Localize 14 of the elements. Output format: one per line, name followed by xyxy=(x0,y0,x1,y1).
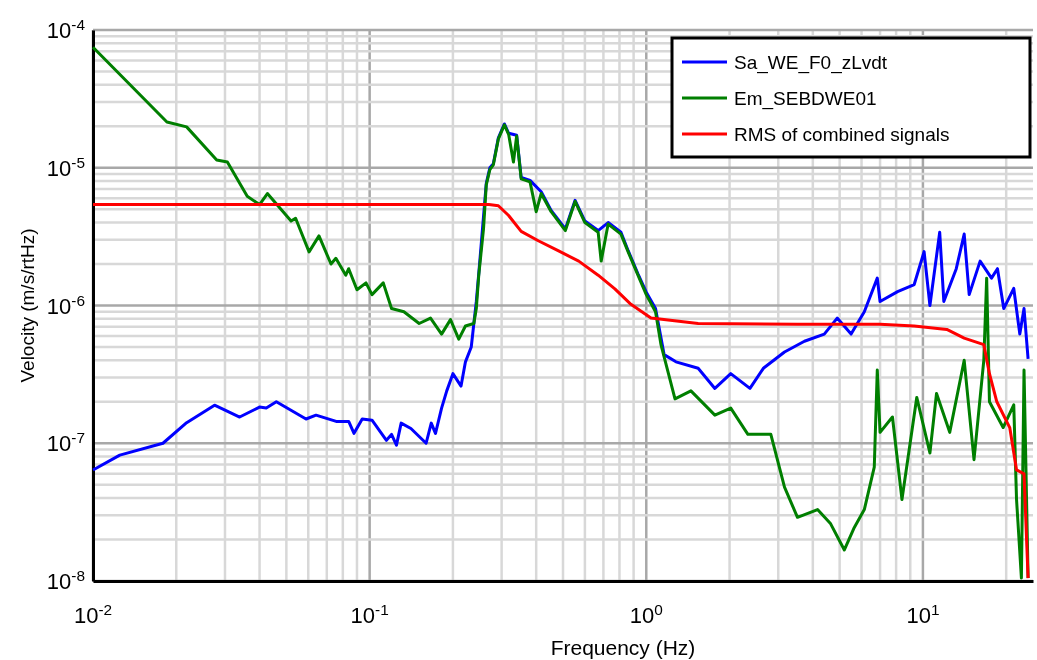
x-tick-label: 10$^{1}$ xyxy=(906,600,940,628)
x-axis-title: Frequency (Hz) xyxy=(550,636,696,659)
x-tick-label: 10$^{-2}$ xyxy=(73,600,113,628)
y-tick-label: 10$^{-7}$ xyxy=(46,428,85,457)
y-tick-label: 10$^{-6}$ xyxy=(46,291,85,319)
x-tick-label: 10$^{-1}$ xyxy=(350,600,389,628)
y-tick-label: 10$^{-5}$ xyxy=(46,153,85,181)
x-tick-label: 10$^{0}$ xyxy=(629,600,663,628)
legend-label: Em_SEBDWE01 xyxy=(734,88,877,110)
legend-label: RMS of combined signals xyxy=(734,124,950,145)
y-axis-title: Velocity (m/s/rtHz) xyxy=(17,228,38,383)
y-tick-label: 10$^{-4}$ xyxy=(46,15,86,43)
y-tick-label: 10$^{-8}$ xyxy=(46,566,85,594)
legend-label: Sa_WE_F0_zLvdt xyxy=(734,52,888,74)
